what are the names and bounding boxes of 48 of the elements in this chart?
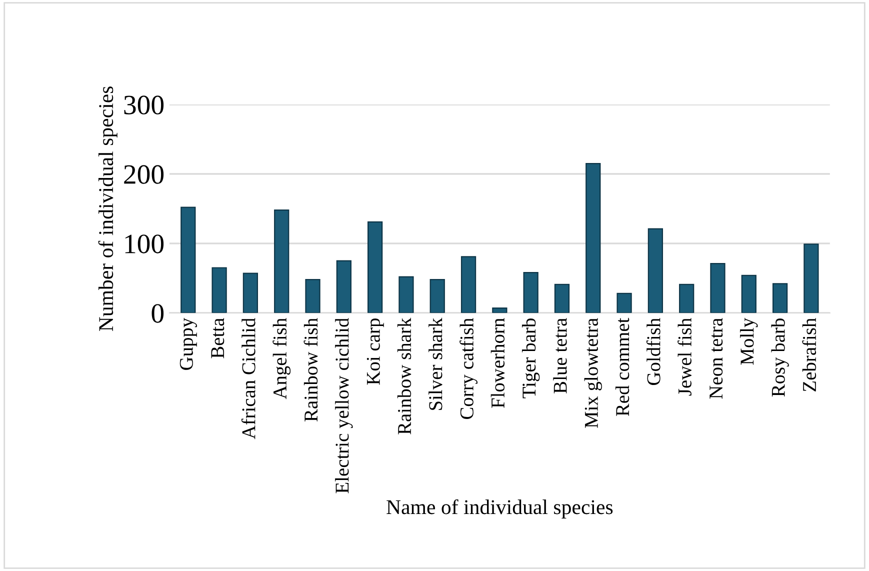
bar [180,206,196,313]
y-tick-label: 300 [124,96,164,114]
bar [804,244,819,313]
x-axis-title: Name of individual species [386,499,613,518]
bar [336,260,352,313]
x-tick-label: Jewel fish [678,318,692,396]
bar [586,162,601,313]
bar [492,307,508,313]
bar [616,292,632,313]
x-tick-label: Rainbow fish [304,318,318,422]
y-axis-title: Number of individual species [98,86,118,332]
bar [368,221,383,313]
x-tick-label: Rainbow shark [397,318,412,434]
x-tick-label: Betta [211,318,224,358]
bar [430,279,445,313]
x-tick-label: Corry catfish [460,318,478,420]
x-tick-label: African Cichlid [241,318,256,440]
x-tick-label: Koi carp [366,318,384,385]
y-tick-label: 0 [152,304,164,323]
bar [554,284,570,313]
bar [772,283,788,313]
bar [212,267,227,313]
x-tick-label: Blue tetra [553,318,567,394]
x-tick-label: Tiger barb [522,318,540,398]
x-tick-label: Rosy barb [771,318,789,397]
x-tick-label: Neon tetra [710,318,723,399]
bar [710,263,726,313]
x-tick-label: Guppy [180,318,197,370]
x-tick-label: Red commet [615,318,630,416]
bar [523,272,538,313]
bar [460,256,476,313]
x-tick-label: Molly [740,318,758,365]
bar [648,228,664,313]
bar [242,272,258,313]
y-tick-label: 100 [125,234,164,254]
x-tick-label: Flowerhorn [490,318,505,408]
bar [398,276,414,313]
x-tick-label: Zebrafish [802,318,816,392]
x-tick-label: Mix glowtetra [584,318,602,428]
bar [305,279,320,313]
x-tick-label: Silver shark [428,318,442,410]
y-tick-label: 200 [124,165,164,184]
bar [679,284,694,313]
bar [274,210,290,313]
x-tick-label: Electric yellow cichlid [335,318,353,494]
bar [741,274,756,313]
x-tick-label: Angel fish [272,318,291,400]
x-tick-label: Goldfish [646,318,660,386]
